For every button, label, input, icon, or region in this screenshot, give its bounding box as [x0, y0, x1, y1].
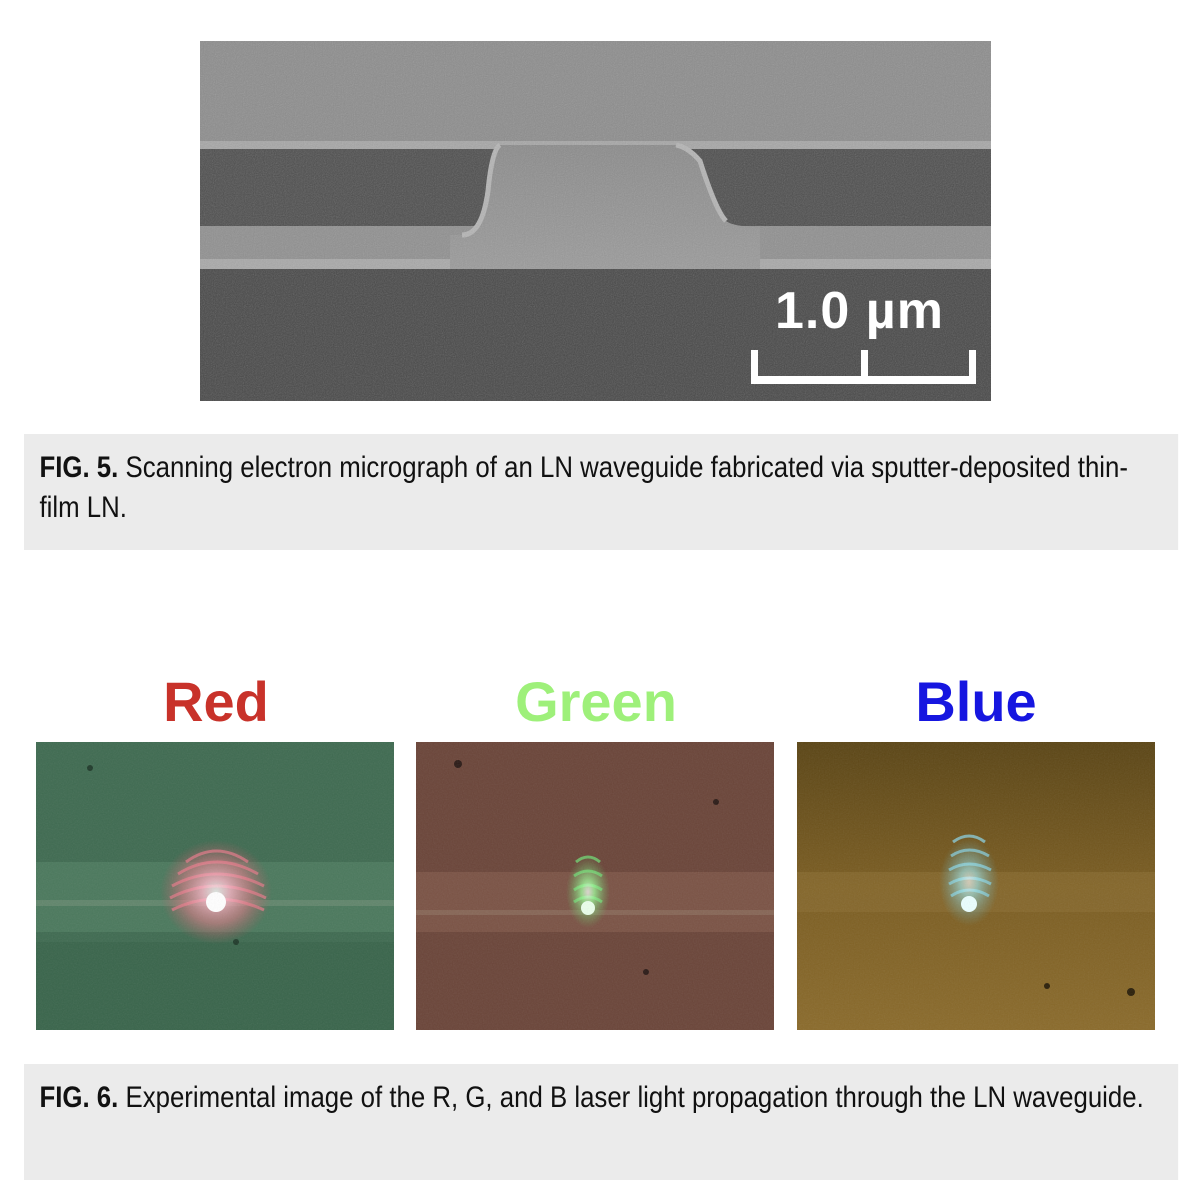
figure-5-caption-text: Scanning electron micrograph of an LN wa…: [39, 451, 1128, 524]
panel-label-green: Green: [515, 670, 677, 733]
photo-red-laser: [36, 742, 394, 1030]
figure-6-label: FIG. 6.: [39, 1081, 119, 1114]
scale-bar: [751, 350, 976, 384]
photo-green-laser: [416, 742, 774, 1030]
sem-micrograph: 1.0 µm: [200, 41, 991, 401]
panel-label-red: Red: [163, 670, 269, 733]
scale-bar-label: 1.0 µm: [775, 282, 944, 340]
figure-6-caption: FIG. 6. Experimental image of the R, G, …: [24, 1064, 1178, 1180]
panel-label-blue: Blue: [915, 670, 1037, 733]
photo-blue-laser: [797, 742, 1155, 1030]
figure-5-caption: FIG. 5. Scanning electron micrograph of …: [24, 434, 1178, 550]
figure-5-label: FIG. 5.: [39, 451, 119, 484]
figure-6-caption-text: Experimental image of the R, G, and B la…: [118, 1081, 1144, 1114]
